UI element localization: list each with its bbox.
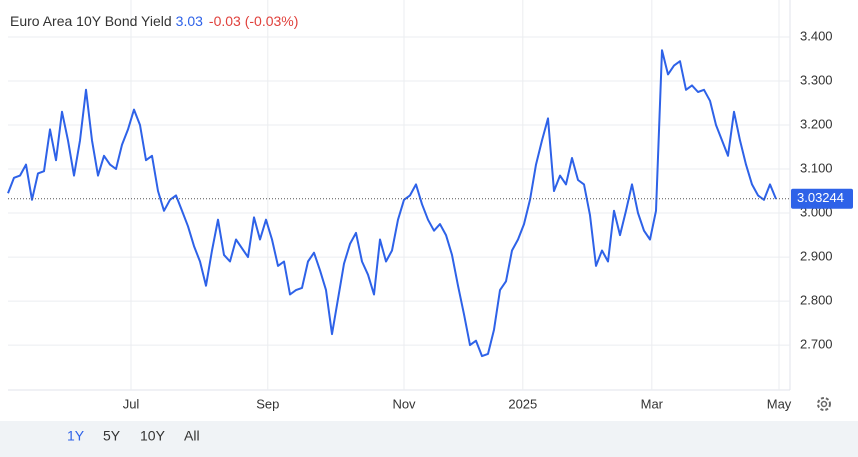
y-tick-label: 3.400 [800,28,833,43]
settings-icon[interactable] [817,397,831,411]
x-tick-label: 2025 [508,396,537,411]
gear-inner [820,400,828,408]
price-line [7,49,777,358]
range-button[interactable]: 1Y [67,428,85,444]
plot [7,49,777,358]
x-tick-label: May [767,396,792,411]
last-price-tag [791,188,853,209]
y-tick-label: 2.700 [800,337,833,352]
x-tick-label: Jul [123,396,140,411]
grid [8,0,790,390]
x-tick-label: Mar [641,396,664,411]
y-tick-label: 3.200 [800,116,833,131]
price: 3.03 [176,13,203,29]
range-button[interactable]: 5Y [103,428,121,444]
y-tick-label: 3.300 [800,72,833,87]
x-tick-label: Sep [256,396,279,411]
chart-title: Euro Area 10Y Bond Yield 3.03 -0.03 (-0.03… [10,13,298,29]
y-tick-label: 2.800 [800,293,833,308]
last-price-label: 3.03244 [797,190,844,205]
x-tick-label: Nov [392,396,416,411]
title: Euro Area 10Y Bond Yield [10,13,172,29]
gear-outer [817,397,831,411]
range-button[interactable]: All [184,428,200,444]
range-button[interactable]: 10Y [140,428,166,444]
y-tick-label: 3.100 [800,160,833,175]
toolbar [0,421,858,457]
change: -0.03 (-0.03%) [209,13,298,29]
y-tick-label: 2.900 [800,249,833,264]
